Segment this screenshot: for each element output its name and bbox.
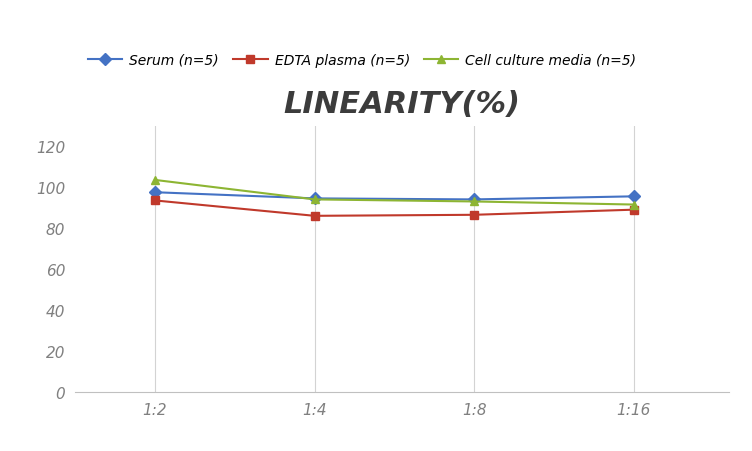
EDTA plasma (n=5) bbox=[150, 198, 159, 204]
EDTA plasma (n=5) bbox=[310, 214, 319, 219]
Line: Serum (n=5): Serum (n=5) bbox=[151, 189, 638, 204]
Title: LINEARITY(%): LINEARITY(%) bbox=[284, 89, 521, 119]
EDTA plasma (n=5) bbox=[629, 207, 638, 213]
Serum (n=5) bbox=[469, 197, 478, 202]
Serum (n=5) bbox=[629, 194, 638, 200]
Legend: Serum (n=5), EDTA plasma (n=5), Cell culture media (n=5): Serum (n=5), EDTA plasma (n=5), Cell cul… bbox=[82, 48, 642, 73]
Cell culture media (n=5) bbox=[310, 197, 319, 202]
Line: EDTA plasma (n=5): EDTA plasma (n=5) bbox=[151, 197, 638, 221]
Serum (n=5) bbox=[150, 190, 159, 196]
Serum (n=5) bbox=[310, 196, 319, 202]
Line: Cell culture media (n=5): Cell culture media (n=5) bbox=[151, 176, 638, 209]
EDTA plasma (n=5) bbox=[469, 212, 478, 218]
Cell culture media (n=5) bbox=[150, 178, 159, 183]
Cell culture media (n=5) bbox=[469, 199, 478, 205]
Cell culture media (n=5) bbox=[629, 202, 638, 208]
